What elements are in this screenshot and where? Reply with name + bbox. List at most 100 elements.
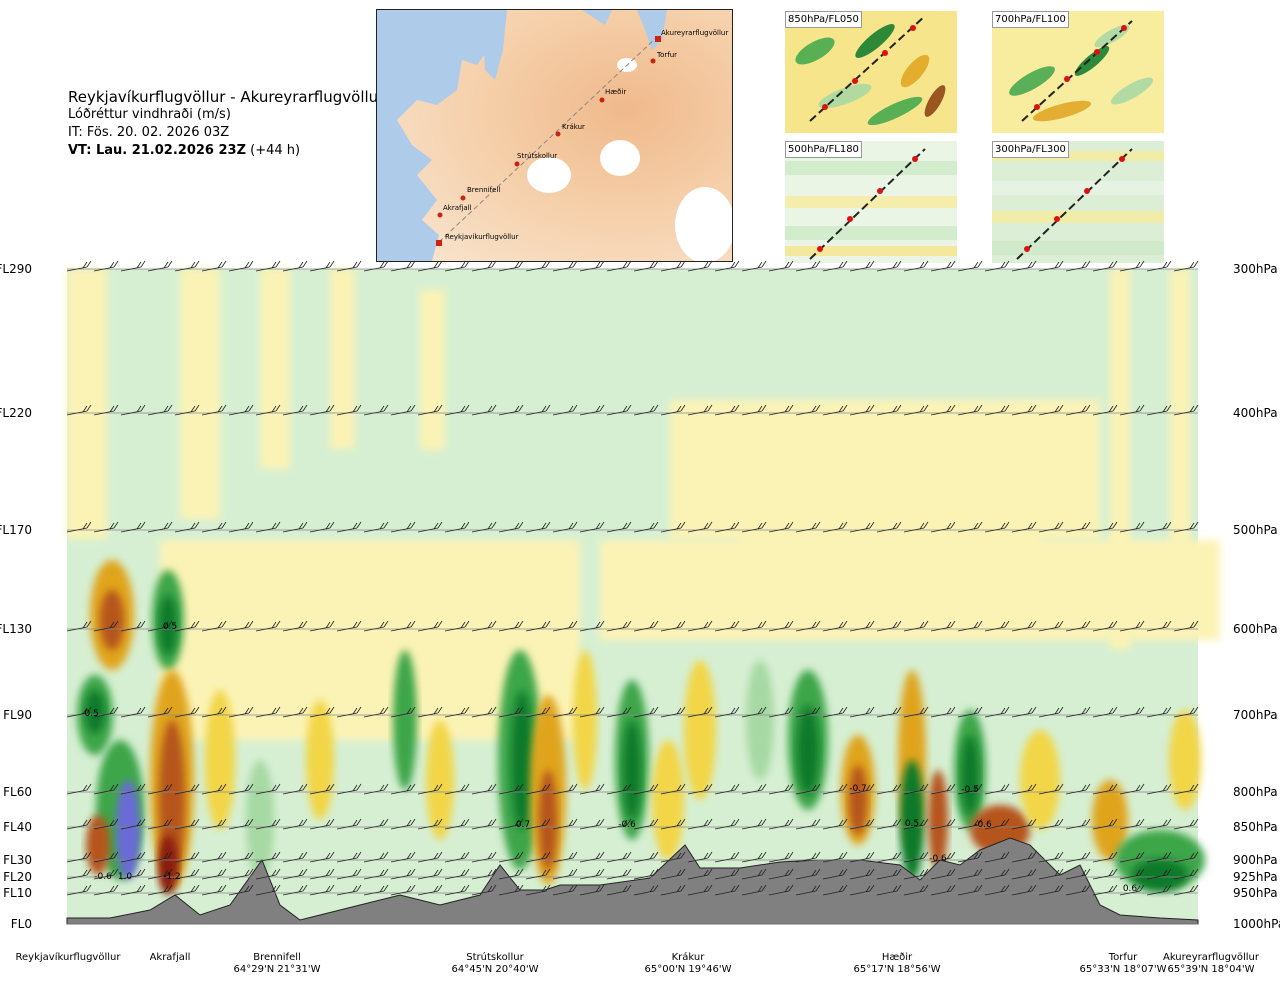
- wind-barb-389: [363, 884, 389, 896]
- wind-barb-166: [1146, 620, 1172, 632]
- wind-barb-221: [363, 783, 389, 795]
- wind-barb-245: [1011, 783, 1037, 795]
- wind-barb-255: [147, 818, 173, 830]
- wind-barb-324: [876, 851, 902, 863]
- wind-barb-318: [714, 851, 740, 863]
- wind-barb-251: [1173, 783, 1199, 795]
- route-map: Akureyrarflugvöllur Torfur Hæðir Krákur …: [376, 9, 733, 262]
- field-cell-33: [928, 770, 948, 870]
- wind-barb-344: [282, 868, 308, 880]
- wind-barb-127: [93, 620, 119, 632]
- issue-time: IT: Fös. 20. 02. 2026 03Z: [68, 125, 230, 140]
- wind-barb-331: [1065, 851, 1091, 863]
- wind-barb-294: [66, 851, 92, 863]
- wind-barb-131: [201, 620, 227, 632]
- wind-barb-121: [1065, 521, 1091, 533]
- wind-barb-403: [741, 884, 767, 896]
- wind-barb-376: [1146, 868, 1172, 880]
- wind-barb-5: [201, 260, 227, 272]
- wind-barb-73: [903, 404, 929, 416]
- wind-barb-185: [525, 706, 551, 718]
- wind-barb-92: [282, 521, 308, 533]
- wind-barb-161: [1011, 620, 1037, 632]
- wind-barb-230: [606, 783, 632, 795]
- wind-barb-179: [363, 706, 389, 718]
- panel-500hpa-svg: [785, 141, 957, 263]
- wind-barb-197: [849, 706, 875, 718]
- wind-barb-349: [417, 868, 443, 880]
- annotation-9: -0.6: [618, 820, 636, 830]
- field-band-4: [420, 290, 445, 450]
- wind-barb-265: [417, 818, 443, 830]
- wind-barb-40: [1146, 260, 1172, 272]
- wind-barb-176: [282, 706, 308, 718]
- vertical-velocity-field: [67, 269, 1220, 924]
- wind-barb-77: [1011, 404, 1037, 416]
- wind-barb-412: [984, 884, 1010, 896]
- wind-barb-224: [444, 783, 470, 795]
- wind-barb-85: [93, 521, 119, 533]
- wind-barb-128: [120, 620, 146, 632]
- wind-barb-16: [498, 260, 524, 272]
- wind-barb-363: [795, 868, 821, 880]
- wind-barb-413: [1011, 884, 1037, 896]
- field-band-2: [260, 269, 290, 469]
- panel-700hpa-svg: [992, 11, 1164, 133]
- wind-barb-319: [741, 851, 767, 863]
- wind-barb-360: [714, 868, 740, 880]
- wind-barb-336: [66, 868, 92, 880]
- field-cell-12: [205, 690, 235, 830]
- wind-barb-302: [282, 851, 308, 863]
- wind-barb-180: [390, 706, 416, 718]
- wind-barb-342: [228, 868, 254, 880]
- station-name-6: Torfur: [1108, 952, 1138, 963]
- field-cell-23: [623, 720, 641, 820]
- left-level-1: FL220: [0, 406, 32, 420]
- panel-500hpa-label: 500hPa/FL180: [785, 141, 862, 158]
- wind-barb-299: [201, 851, 227, 863]
- wind-barb-191: [687, 706, 713, 718]
- right-level-8: 925hPa: [1233, 870, 1278, 884]
- wind-barb-315: [633, 851, 659, 863]
- wind-barb-155: [849, 620, 875, 632]
- wind-barb-169: [93, 706, 119, 718]
- field-band-3: [330, 269, 355, 449]
- wind-barb-287: [1011, 818, 1037, 830]
- wind-barb-328: [984, 851, 1010, 863]
- station-coord-5: 65°17'N 18°56'W: [854, 964, 941, 975]
- station-name-2: Brennifell: [253, 952, 301, 963]
- chart-title-block: Reykjavíkurflugvöllur - Akureyrarflugvöl…: [68, 88, 384, 160]
- wind-barb-339: [147, 868, 173, 880]
- wind-barb-394: [498, 884, 524, 896]
- wind-barb-144: [552, 620, 578, 632]
- wind-barb-91: [255, 521, 281, 533]
- wind-barb-348: [390, 868, 416, 880]
- wind-barb-10: [336, 260, 362, 272]
- wind-barb-398: [606, 884, 632, 896]
- wind-barb-368: [930, 868, 956, 880]
- wind-barb-47: [201, 404, 227, 416]
- left-level-4: FL90: [3, 708, 32, 722]
- wind-barb-132: [228, 620, 254, 632]
- wind-barb-140: [444, 620, 470, 632]
- wind-barb-202: [984, 706, 1010, 718]
- wind-barb-58: [498, 404, 524, 416]
- wind-barb-177: [309, 706, 335, 718]
- wind-barb-406: [822, 884, 848, 896]
- annotation-5: -0.7: [849, 784, 867, 794]
- wind-barb-347: [363, 868, 389, 880]
- wind-barb-286: [984, 818, 1010, 830]
- variable-subtitle: Lóðréttur vindhraði (m/s): [68, 107, 231, 122]
- wind-barb-399: [633, 884, 659, 896]
- wind-barb-340: [174, 868, 200, 880]
- left-level-8: FL20: [3, 870, 32, 884]
- wind-barb-391: [417, 884, 443, 896]
- wind-barb-240: [876, 783, 902, 795]
- wind-barb-304: [336, 851, 362, 863]
- wind-barb-247: [1065, 783, 1091, 795]
- wind-barb-150: [714, 620, 740, 632]
- field-cell-26: [746, 660, 774, 780]
- wind-barb-35: [1011, 260, 1037, 272]
- wind-barb-210: [66, 783, 92, 795]
- field-cell-11: [86, 815, 110, 875]
